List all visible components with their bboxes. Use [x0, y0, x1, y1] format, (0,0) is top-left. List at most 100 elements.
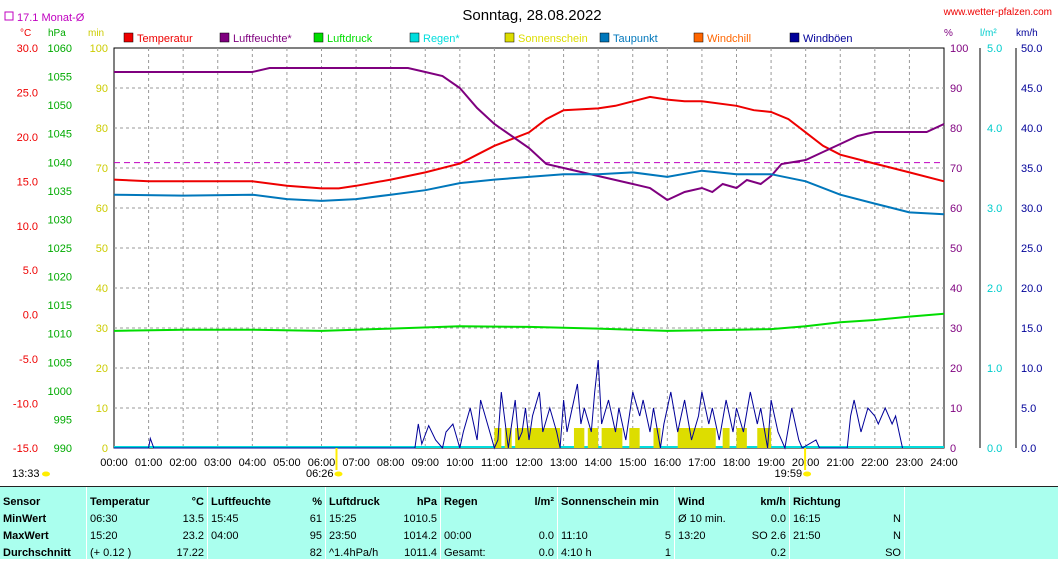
summary-cell: 95	[309, 529, 322, 542]
wind-tick-label: 5.0	[1021, 403, 1036, 415]
col-press: Luftdruck	[325, 487, 396, 510]
sun-unit: min	[88, 28, 104, 39]
summary-row-label: Durchschnitt	[3, 546, 71, 559]
summary-panel: Sensor Temperatur °C Luftfeuchte % Luftd…	[0, 486, 1058, 561]
summary-cell	[556, 510, 645, 527]
humidity-tick-label: 50	[950, 243, 962, 255]
summary-cell: 13.5	[182, 512, 204, 525]
summary-row-label: MaxWert	[3, 529, 49, 542]
pressure-tick-label: 1005	[48, 357, 72, 369]
wind-tick-label: 0.0	[1021, 443, 1036, 455]
pressure-tick-label: 1055	[48, 72, 72, 84]
rain-unit: l/m²	[980, 28, 997, 39]
col-temp: Temperatur	[86, 487, 161, 510]
legend-swatch	[409, 32, 420, 43]
sun-tick-label: 40	[96, 283, 108, 295]
summary-cell: 0.2	[770, 546, 786, 559]
wind-tick-label: 35.0	[1021, 163, 1042, 175]
rain-tick-label: 5.0	[987, 43, 1002, 55]
humidity-tick-label: 30	[950, 323, 962, 335]
time-tick-label: 09:00	[411, 457, 439, 469]
col-wind: Wind	[674, 487, 747, 510]
summary-cell: 15:45	[207, 510, 274, 527]
temp-unit: °C	[20, 28, 31, 39]
wind-tick-label: 30.0	[1021, 203, 1042, 215]
summary-cell: N	[893, 529, 901, 542]
pressure-tick-label: 1015	[48, 300, 72, 312]
time-tick-label: 18:00	[723, 457, 751, 469]
legend-label: Taupunkt	[613, 33, 658, 45]
humidity-tick-label: 0	[950, 443, 956, 455]
summary-cell: 4:10 h	[556, 544, 645, 561]
time-tick-label: 15:00	[619, 457, 647, 469]
summary-cell: 15:25	[325, 510, 396, 527]
time-tick-label: 00:00	[100, 457, 128, 469]
summary-cell: 1	[664, 546, 671, 559]
sun-tick-label: 30	[96, 323, 108, 335]
legend-label: Temperatur	[137, 33, 193, 45]
time-tick-label: 12:00	[515, 457, 543, 469]
sunrise-label: 06:26	[306, 468, 334, 480]
summary-cell: 5	[664, 529, 671, 542]
legend-swatch	[504, 32, 515, 43]
time-tick-label: 04:00	[239, 457, 267, 469]
pressure-tick-label: 1020	[48, 272, 72, 284]
summary-table: Sensor Temperatur °C Luftfeuchte % Luftd…	[0, 487, 911, 561]
col-temp-unit: °C	[191, 495, 204, 508]
sun-icon	[334, 471, 343, 477]
summary-cell	[511, 510, 558, 527]
monthly-avg-icon	[4, 11, 14, 21]
time-tick-label: 17:00	[688, 457, 716, 469]
summary-cell: 00:00	[440, 527, 511, 544]
col-dir: Richtung	[789, 487, 862, 510]
humidity-line	[114, 67, 945, 202]
sun-tick-label: 20	[96, 363, 108, 375]
summary-cell	[207, 544, 274, 561]
summary-cell: (+ 0.12 )	[86, 544, 161, 561]
sun-icon	[42, 471, 50, 477]
time-tick-label: 14:00	[584, 457, 612, 469]
summary-cell: SO 2.6	[751, 529, 786, 542]
pressure-tick-label: 1035	[48, 186, 72, 198]
summary-cell: 16:15	[789, 510, 862, 527]
wind-tick-label: 25.0	[1021, 243, 1042, 255]
humidity-tick-label: 60	[950, 203, 962, 215]
humidity-tick-label: 20	[950, 363, 962, 375]
temp-tick-label: 20.0	[17, 132, 38, 144]
humidity-tick-label: 90	[950, 83, 962, 95]
time-tick-label: 23:00	[896, 457, 924, 469]
pressure-unit: hPa	[48, 28, 66, 39]
col-hum-unit: %	[312, 495, 322, 508]
temp-tick-label: 10.0	[17, 221, 38, 233]
summary-cell	[904, 544, 911, 561]
legend-swatch	[219, 32, 230, 43]
summary-cell: 23:50	[325, 527, 396, 544]
sunshine-bar	[653, 428, 661, 448]
time-tick-label: 03:00	[204, 457, 232, 469]
legend-label: Regen*	[423, 33, 460, 45]
col-sun: Sonnenschein min	[557, 487, 675, 510]
time-tick-label: 06:00	[308, 457, 336, 469]
sunshine-bar	[677, 428, 716, 448]
weather-chart: Sonntag, 28.08.2022 www.wetter-pfalzen.c…	[4, 7, 1052, 480]
site-link[interactable]: www.wetter-pfalzen.com	[943, 7, 1052, 18]
legend-swatch	[693, 32, 704, 43]
legend-swatch	[789, 32, 800, 43]
summary-cell	[904, 527, 911, 544]
summary-cell: ^1.4hPa/h	[325, 544, 396, 561]
time-tick-label: 13:00	[550, 457, 578, 469]
temp-tick-label: 15.0	[17, 176, 38, 188]
summary-cell: 0.0	[538, 546, 554, 559]
time-tick-label: 24:00	[930, 457, 958, 469]
sunshine-bar	[515, 428, 561, 448]
humidity-tick-label: 100	[950, 43, 968, 55]
summary-cell: Gesamt:	[440, 544, 511, 561]
rain-tick-label: 4.0	[987, 123, 1002, 135]
sun-tick-label: 80	[96, 123, 108, 135]
chart-series	[113, 67, 945, 450]
summary-cell: 17.22	[176, 546, 204, 559]
sun-tick-label: 0	[102, 443, 108, 455]
time-tick-label: 07:00	[342, 457, 370, 469]
pressure-tick-label: 1040	[48, 157, 72, 169]
summary-cell	[904, 510, 911, 527]
